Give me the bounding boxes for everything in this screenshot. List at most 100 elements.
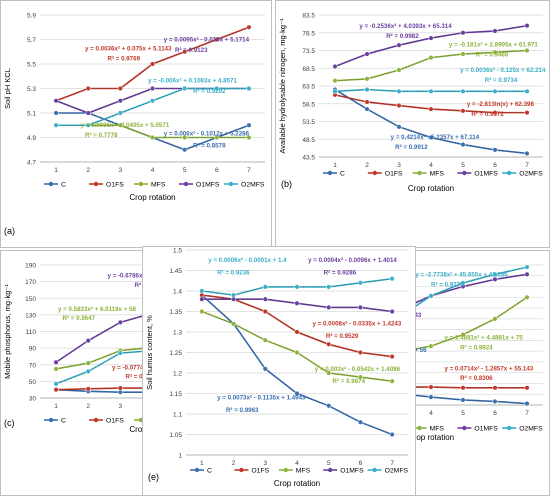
legend-marker-MFS — [417, 425, 422, 431]
data-point-MFS — [214, 134, 220, 141]
x-tick-label: 2 — [86, 403, 90, 410]
data-point-C — [182, 147, 188, 153]
x-tick-label: 5 — [327, 460, 331, 467]
data-point-O1MFS — [364, 51, 370, 57]
trend-equation: y = -2.813ln(x) + 62.398 — [467, 101, 535, 108]
data-point-O2MFS — [428, 88, 434, 94]
data-point-O1FS — [294, 329, 300, 335]
data-point-C — [53, 110, 59, 116]
y-tick-label: 70 — [29, 362, 37, 369]
trend-equation: y = 0.0008x² - 0.0335x + 1.4243 — [313, 321, 402, 328]
legend-marker-MFS — [283, 467, 288, 473]
legend-label-O1MFS: O1MFS — [474, 171, 498, 178]
x-tick-label: 7 — [390, 460, 394, 467]
y-axis-label: Soil humus content, % — [145, 315, 154, 390]
trend-equation: R² = 0.9924 — [460, 344, 493, 351]
data-point-C — [428, 134, 434, 141]
x-axis-label: Crop rotation — [408, 433, 454, 442]
data-point-O1FS — [460, 108, 466, 114]
data-point-O1FS — [492, 110, 498, 116]
trend-equation: y = 0.0714x² - 1.2857x + 55.143 — [444, 365, 533, 372]
y-tick-label: 110 — [26, 329, 37, 336]
data-point-MFS — [294, 349, 300, 356]
legend-marker-O1FS — [372, 170, 377, 176]
x-tick-label: 4 — [295, 460, 299, 467]
legend-label-O1MFS: O1MFS — [340, 468, 364, 475]
legend-marker-C — [48, 417, 54, 423]
data-point-O2MFS — [396, 88, 402, 94]
data-point-O1MFS — [396, 42, 402, 48]
y-tick-label: 63.5 — [302, 84, 315, 91]
legend-label-C: C — [61, 182, 66, 189]
x-tick-label: 1 — [200, 460, 204, 467]
data-point-O1FS — [428, 384, 434, 390]
data-point-C — [524, 401, 530, 407]
legend-label-O2MFS: O2MFS — [385, 468, 409, 475]
data-point-O1FS — [149, 61, 156, 67]
panel-border — [142, 246, 416, 496]
data-point-C — [262, 366, 268, 372]
legend-label-C: C — [207, 468, 212, 475]
data-point-O1FS — [364, 99, 370, 105]
legend-marker-C — [327, 170, 333, 176]
data-point-MFS — [53, 366, 59, 372]
x-tick-label: 1 — [54, 403, 58, 410]
legend-marker-C — [48, 181, 54, 187]
data-point-O2MFS — [246, 85, 252, 92]
legend-marker-O1FS — [93, 181, 99, 187]
panel-label: (a) — [4, 226, 15, 236]
y-tick-label: 73.5 — [302, 48, 315, 55]
y-tick-label: 68.5 — [302, 66, 315, 73]
y-tick-label: 5.5 — [27, 62, 36, 69]
x-axis-label: Crop rotation — [274, 479, 320, 488]
legend-marker-O1FS — [93, 417, 99, 423]
data-point-O2MFS — [262, 284, 268, 290]
data-point-O1FS — [396, 102, 402, 109]
legend-marker-O1MFS — [462, 425, 467, 431]
data-point-MFS — [428, 343, 434, 349]
data-point-O2MFS — [199, 288, 205, 294]
data-point-MFS — [117, 122, 123, 128]
y-axis-label: Mobile phosphorus, mg·kg⁻¹ — [3, 284, 12, 379]
data-point-O2MFS — [460, 88, 466, 94]
legend-label-O1MFS: O1MFS — [474, 426, 498, 433]
data-point-MFS — [326, 370, 332, 376]
y-tick-label: 1.05 — [169, 432, 182, 439]
legend-marker-O2MFS — [228, 181, 234, 187]
trend-equation: y = 0.0036x² - 0.125x + 62.214 — [460, 67, 546, 74]
trend-equation: y = 0.5833x² + 6.0119x + 58 — [58, 306, 136, 313]
data-point-O1FS — [85, 85, 91, 92]
data-point-O2MFS — [214, 85, 220, 92]
trend-equation: y = 0.4214x² - 5.2357x + 67.114 — [391, 134, 480, 141]
data-point-MFS — [428, 55, 434, 61]
x-tick-label: 1 — [54, 167, 58, 174]
legend-label-O1FS: O1FS — [106, 418, 124, 425]
data-point-O2MFS — [460, 280, 466, 286]
legend-label-O1FS: O1FS — [385, 171, 403, 178]
data-point-O2MFS — [85, 368, 91, 374]
data-point-O1FS — [524, 110, 530, 116]
y-tick-label: 5.9 — [27, 13, 36, 20]
data-point-O2MFS — [117, 350, 123, 356]
data-point-C — [524, 150, 530, 156]
y-tick-label: 78.5 — [302, 30, 315, 37]
data-point-O1MFS — [524, 271, 530, 277]
data-point-O1FS — [326, 341, 332, 347]
trend-equation: R² = 0.8578 — [193, 142, 226, 149]
trend-equation: y = 0.0036x² - 0.0405x + 5.0571 — [81, 122, 170, 129]
data-point-MFS — [357, 374, 363, 380]
data-point-O1FS — [389, 354, 395, 360]
data-point-O1MFS — [149, 85, 156, 92]
legend-label-O1MFS: O1MFS — [196, 182, 220, 189]
data-point-O1FS — [182, 49, 188, 55]
y-tick-label: 58.5 — [302, 101, 315, 108]
data-point-O1MFS — [389, 308, 395, 315]
y-tick-label: 130 — [25, 312, 36, 319]
data-point-O1MFS — [428, 35, 434, 41]
data-point-O1FS — [357, 349, 363, 356]
data-point-C — [364, 106, 370, 112]
data-point-O1FS — [117, 385, 123, 391]
x-tick-label: 3 — [397, 162, 401, 169]
data-point-C — [389, 431, 395, 438]
y-tick-label: 50 — [29, 379, 37, 386]
